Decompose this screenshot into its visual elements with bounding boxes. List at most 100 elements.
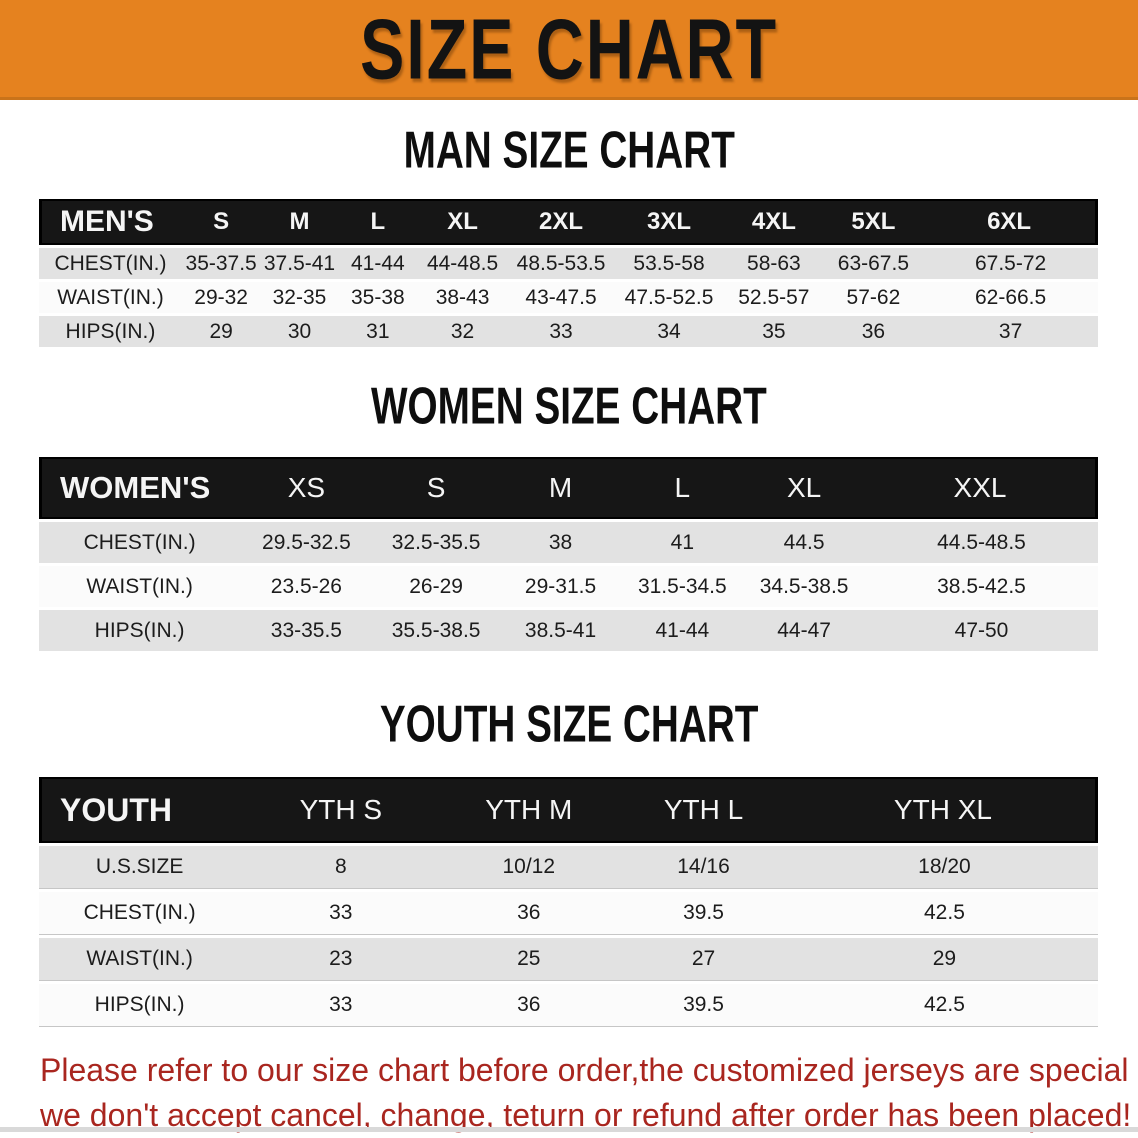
- size-value-cell: 36: [441, 892, 617, 935]
- mens-column-header: XL: [417, 199, 509, 245]
- womens-column-header: XL: [743, 457, 865, 519]
- size-value-cell: 42.5: [790, 892, 1098, 935]
- size-value-cell: 38-43: [417, 282, 509, 313]
- size-value-cell: 44-47: [743, 610, 865, 651]
- womens-column-header: L: [621, 457, 744, 519]
- size-value-cell: 47-50: [865, 610, 1098, 651]
- size-value-cell: 29: [181, 316, 261, 347]
- row-label: U.S.SIZE: [39, 846, 241, 889]
- size-value-cell: 33-35.5: [240, 610, 373, 651]
- youth-column-header: YTH XL: [790, 777, 1098, 843]
- size-value-cell: 29-31.5: [499, 566, 622, 607]
- size-value-cell: 39.5: [616, 892, 791, 935]
- size-value-cell: 57-62: [823, 282, 924, 313]
- womens-size-table: WOMEN'S XS S M L XL XXL CHEST(IN.) 29.5-32.5 32.5…: [39, 454, 1098, 654]
- mens-header-row: MEN'S S M L XL 2XL 3XL 4XL 5XL 6XL: [39, 199, 1098, 245]
- row-label: HIPS(IN.): [39, 316, 182, 347]
- size-value-cell: 29-32: [181, 282, 261, 313]
- table-row: HIPS(IN.) 33 36 39.5 42.5: [39, 984, 1098, 1027]
- row-label: HIPS(IN.): [39, 984, 241, 1027]
- mens-size-table: MEN'S S M L XL 2XL 3XL 4XL 5XL 6XL CHEST(IN.) 35-37…: [39, 196, 1098, 350]
- mens-column-header: S: [181, 199, 261, 245]
- mens-table-title: MEN'S: [39, 199, 182, 245]
- disclaimer-note: Please refer to our size chart before or…: [40, 1048, 1138, 1138]
- size-value-cell: 33: [508, 316, 614, 347]
- size-value-cell: 29.5-32.5: [240, 522, 373, 563]
- table-row: CHEST(IN.) 35-37.5 37.5-41 41-44 44-48.5 48.5…: [39, 248, 1098, 279]
- youth-header-row: YOUTH YTH S YTH M YTH L YTH XL: [39, 777, 1098, 843]
- size-value-cell: 35.5-38.5: [372, 610, 500, 651]
- size-value-cell: 36: [441, 984, 617, 1027]
- size-value-cell: 58-63: [724, 248, 824, 279]
- row-label: CHEST(IN.): [39, 892, 241, 935]
- size-value-cell: 44.5: [743, 522, 865, 563]
- size-value-cell: 43-47.5: [508, 282, 614, 313]
- size-value-cell: 29: [790, 938, 1098, 981]
- size-value-cell: 37.5-41: [260, 248, 339, 279]
- size-value-cell: 23.5-26: [240, 566, 373, 607]
- size-value-cell: 32-35: [260, 282, 339, 313]
- womens-column-header: S: [372, 457, 500, 519]
- womens-column-header: M: [499, 457, 622, 519]
- table-row: HIPS(IN.) 29 30 31 32 33 34 35 36 37: [39, 316, 1098, 347]
- womens-section-heading: WOMEN SIZE CHART: [371, 377, 767, 436]
- size-value-cell: 53.5-58: [613, 248, 725, 279]
- size-value-cell: 35: [724, 316, 824, 347]
- size-value-cell: 38.5-42.5: [865, 566, 1098, 607]
- mens-column-header: 2XL: [508, 199, 614, 245]
- size-value-cell: 10/12: [441, 846, 617, 889]
- row-label: CHEST(IN.): [39, 522, 241, 563]
- table-row: U.S.SIZE 8 10/12 14/16 18/20: [39, 846, 1098, 889]
- size-value-cell: 62-66.5: [923, 282, 1098, 313]
- size-value-cell: 38.5-41: [499, 610, 622, 651]
- mens-section: MAN SIZE CHART: [0, 122, 1138, 180]
- size-value-cell: 31.5-34.5: [621, 566, 744, 607]
- youth-column-header: YTH L: [616, 777, 791, 843]
- bottom-edge: [0, 1127, 1138, 1132]
- womens-header-row: WOMEN'S XS S M L XL XXL: [39, 457, 1098, 519]
- row-label: WAIST(IN.): [39, 566, 241, 607]
- mens-column-header: 4XL: [724, 199, 824, 245]
- size-value-cell: 44-48.5: [417, 248, 509, 279]
- size-value-cell: 42.5: [790, 984, 1098, 1027]
- table-row: HIPS(IN.) 33-35.5 35.5-38.5 38.5-41 41-44 44-…: [39, 610, 1098, 651]
- size-value-cell: 41-44: [338, 248, 418, 279]
- size-value-cell: 14/16: [616, 846, 791, 889]
- row-label: WAIST(IN.): [39, 282, 182, 313]
- banner: SIZE CHART: [0, 0, 1138, 100]
- size-value-cell: 48.5-53.5: [508, 248, 614, 279]
- row-label: CHEST(IN.): [39, 248, 182, 279]
- row-label: HIPS(IN.): [39, 610, 241, 651]
- mens-section-heading: MAN SIZE CHART: [403, 121, 735, 180]
- mens-column-header: 5XL: [823, 199, 924, 245]
- size-value-cell: 39.5: [616, 984, 791, 1027]
- row-label: WAIST(IN.): [39, 938, 241, 981]
- size-value-cell: 35-37.5: [181, 248, 261, 279]
- size-value-cell: 33: [240, 984, 442, 1027]
- table-row: WAIST(IN.) 23.5-26 26-29 29-31.5 31.5-34.5 34…: [39, 566, 1098, 607]
- size-value-cell: 44.5-48.5: [865, 522, 1098, 563]
- mens-column-header: M: [260, 199, 339, 245]
- size-value-cell: 32: [417, 316, 509, 347]
- size-value-cell: 30: [260, 316, 339, 347]
- size-value-cell: 38: [499, 522, 622, 563]
- size-value-cell: 34: [613, 316, 725, 347]
- mens-column-header: 6XL: [923, 199, 1098, 245]
- size-value-cell: 8: [240, 846, 442, 889]
- size-value-cell: 27: [616, 938, 791, 981]
- size-value-cell: 34.5-38.5: [743, 566, 865, 607]
- size-value-cell: 67.5-72: [923, 248, 1098, 279]
- size-value-cell: 41-44: [621, 610, 744, 651]
- womens-section: WOMEN SIZE CHART: [0, 378, 1138, 436]
- table-row: CHEST(IN.) 33 36 39.5 42.5: [39, 892, 1098, 935]
- youth-table-title: YOUTH: [39, 777, 241, 843]
- size-value-cell: 26-29: [372, 566, 500, 607]
- size-value-cell: 63-67.5: [823, 248, 924, 279]
- youth-column-header: YTH S: [240, 777, 442, 843]
- table-row: WAIST(IN.) 29-32 32-35 35-38 38-43 43-47.5 47.…: [39, 282, 1098, 313]
- size-value-cell: 18/20: [790, 846, 1098, 889]
- table-row: CHEST(IN.) 29.5-32.5 32.5-35.5 38 41 44.5 44.5…: [39, 522, 1098, 563]
- size-value-cell: 47.5-52.5: [613, 282, 725, 313]
- size-value-cell: 52.5-57: [724, 282, 824, 313]
- size-value-cell: 36: [823, 316, 924, 347]
